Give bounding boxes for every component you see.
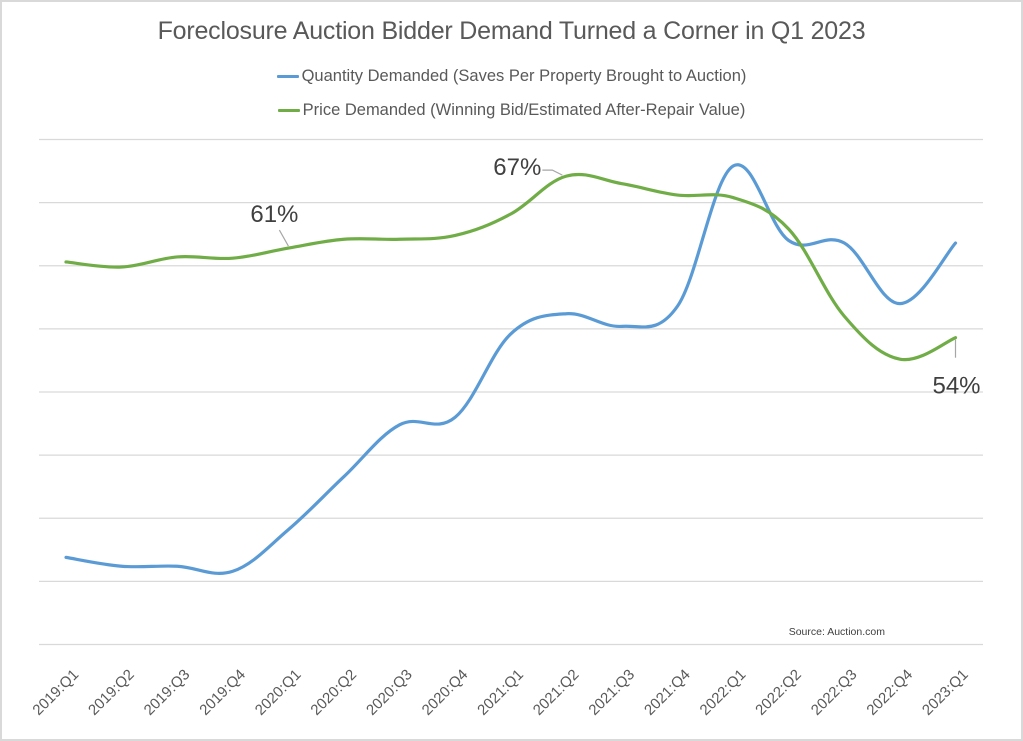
series-line-price [64, 172, 958, 362]
chart-title: Foreclosure Auction Bidder Demand Turned… [157, 17, 866, 45]
legend-swatch-price [277, 109, 300, 112]
data-labels: 61% 67% 54% [250, 154, 980, 400]
x-tick-label: 2022:Q1 [697, 666, 750, 719]
legend-label-quantity: Quantity Demanded (Saves Per Property Br… [301, 67, 747, 85]
data-label-leader [278, 229, 289, 247]
legend-label-price: Price Demanded (Winning Bid/Estimated Af… [302, 101, 746, 119]
x-tick-label: 2020:Q1 [252, 666, 305, 719]
x-tick-label: 2020:Q2 [307, 666, 360, 719]
series-line-quantity [64, 163, 958, 575]
x-tick-label: 2019:Q4 [196, 666, 249, 719]
x-tick-label: 2022:Q4 [863, 666, 916, 719]
x-tick-label: 2022:Q3 [808, 666, 861, 719]
x-tick-label: 2021:Q4 [641, 666, 694, 719]
x-tick-label: 2020:Q4 [419, 666, 472, 719]
x-axis-labels: 2019:Q1 2019:Q2 2019:Q3 2019:Q4 2020:Q1 2020:… [29, 666, 971, 719]
data-label-leader [542, 169, 563, 176]
legend-swatch-quantity [276, 75, 299, 78]
source-note: Source: Auction.com [788, 626, 885, 638]
series-lines [64, 163, 958, 575]
data-label: 67% [493, 154, 541, 181]
legend-entry-quantity: Quantity Demanded (Saves Per Property Br… [0, 64, 1023, 86]
x-tick-label: 2019:Q2 [85, 666, 138, 719]
x-tick-label: 2023:Q1 [919, 666, 972, 719]
x-tick-label: 2021:Q3 [585, 666, 638, 719]
x-tick-label: 2021:Q1 [474, 666, 527, 719]
gridlines [39, 138, 983, 646]
x-tick-label: 2021:Q2 [530, 666, 583, 719]
data-label: 54% [932, 373, 980, 400]
data-label: 61% [250, 201, 298, 228]
x-tick-label: 2019:Q3 [141, 666, 194, 719]
x-tick-label: 2019:Q1 [29, 666, 82, 719]
x-tick-label: 2020:Q3 [363, 666, 416, 719]
x-tick-label: 2022:Q2 [752, 666, 805, 719]
legend-entry-price: Price Demanded (Winning Bid/Estimated Af… [0, 98, 1023, 120]
